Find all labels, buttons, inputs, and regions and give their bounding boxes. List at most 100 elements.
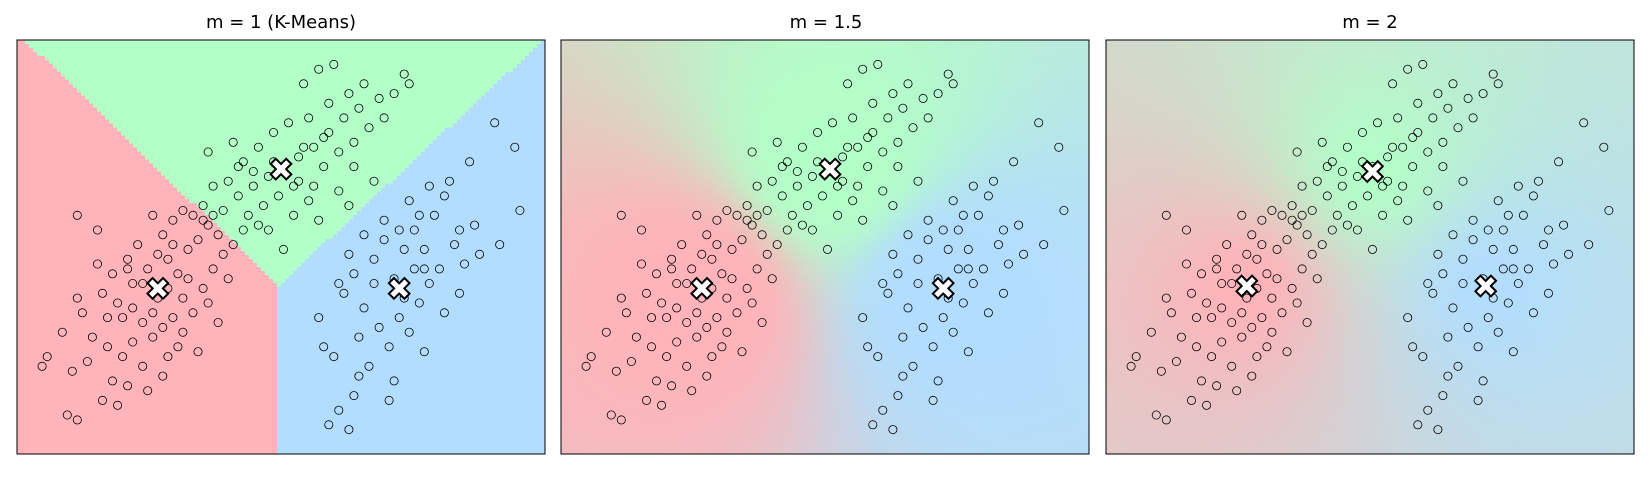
data-point [893,137,903,147]
data-point [843,79,853,89]
data-point [93,225,103,235]
data-point [953,225,963,235]
data-point [344,425,354,435]
data-point [354,371,364,381]
data-point [1202,298,1212,308]
plot-frame [16,39,546,455]
data-point [672,337,682,347]
data-point [878,186,888,196]
data-point [233,191,243,201]
data-point [1312,176,1322,186]
data-point [777,162,787,172]
data-point [329,352,339,362]
data-point [647,342,657,352]
data-point [762,205,772,215]
data-point [354,103,364,113]
data-point [616,293,626,303]
data-point [1197,376,1207,386]
data-point [1508,347,1518,357]
data-point [742,215,752,225]
data-point [1483,225,1493,235]
data-point [1312,274,1322,284]
data-point [1161,293,1171,303]
data-point [1528,191,1538,201]
panel-1: m = 1 (K-Means) [16,12,546,455]
data-point [782,225,792,235]
data-point [868,127,878,137]
data-point [148,332,158,342]
data-point [1257,240,1267,250]
data-point [188,210,198,220]
data-point [1222,240,1232,250]
data-point [903,230,913,240]
data-point [767,274,777,284]
data-point [898,371,908,381]
data-point [238,225,248,235]
data-point [772,137,782,147]
data-point [319,162,329,172]
data-point [652,269,662,279]
data-point [1388,142,1398,152]
data-point [324,420,334,430]
data-point [933,376,943,386]
data-point [439,308,449,318]
data-point [1599,142,1609,152]
data-point [67,366,77,376]
data-point [1292,147,1302,157]
data-point [903,79,913,89]
data-point [898,332,908,342]
data-point [807,171,817,181]
data-point [1247,371,1257,381]
data-point [1488,69,1498,79]
data-point [717,269,727,279]
data-point [1413,127,1423,137]
data-point [999,288,1009,298]
data-point [349,391,359,401]
data-point [374,322,384,332]
data-point [1054,142,1064,152]
data-point [586,352,596,362]
data-points [37,59,525,435]
data-point [1192,313,1202,323]
data-point [490,118,500,128]
data-point [1468,215,1478,225]
data-point [1483,313,1493,323]
data-point [742,201,752,211]
data-point [1468,235,1478,245]
data-point [878,147,888,157]
data-points [581,59,1069,435]
data-point [1297,264,1307,274]
data-point [712,240,722,250]
data-point [334,278,344,288]
data-point [344,249,354,259]
data-point [203,298,213,308]
data-point [1453,123,1463,133]
data-point [1438,269,1448,279]
data-point [113,400,123,410]
data-point [868,420,878,430]
data-point [394,225,404,235]
data-point [424,278,434,288]
data-point [1237,332,1247,342]
data-point [1503,210,1513,220]
data-point [178,293,188,303]
cluster-center-marker [818,157,842,181]
data-point [77,308,87,318]
data-point [1252,352,1262,362]
data-point [1014,220,1024,230]
membership-background [561,40,1089,454]
data-point [1307,249,1317,259]
data-point [913,254,923,264]
data-point [359,303,369,313]
data-point [1282,235,1292,245]
data-point [757,317,767,327]
data-point [1192,342,1202,352]
data-point [103,342,113,352]
data-point [923,113,933,123]
data-point [1493,79,1503,89]
data-point [692,210,702,220]
data-point [968,181,978,191]
data-point [863,342,873,352]
data-point [1443,371,1453,381]
data-point [1549,259,1559,269]
